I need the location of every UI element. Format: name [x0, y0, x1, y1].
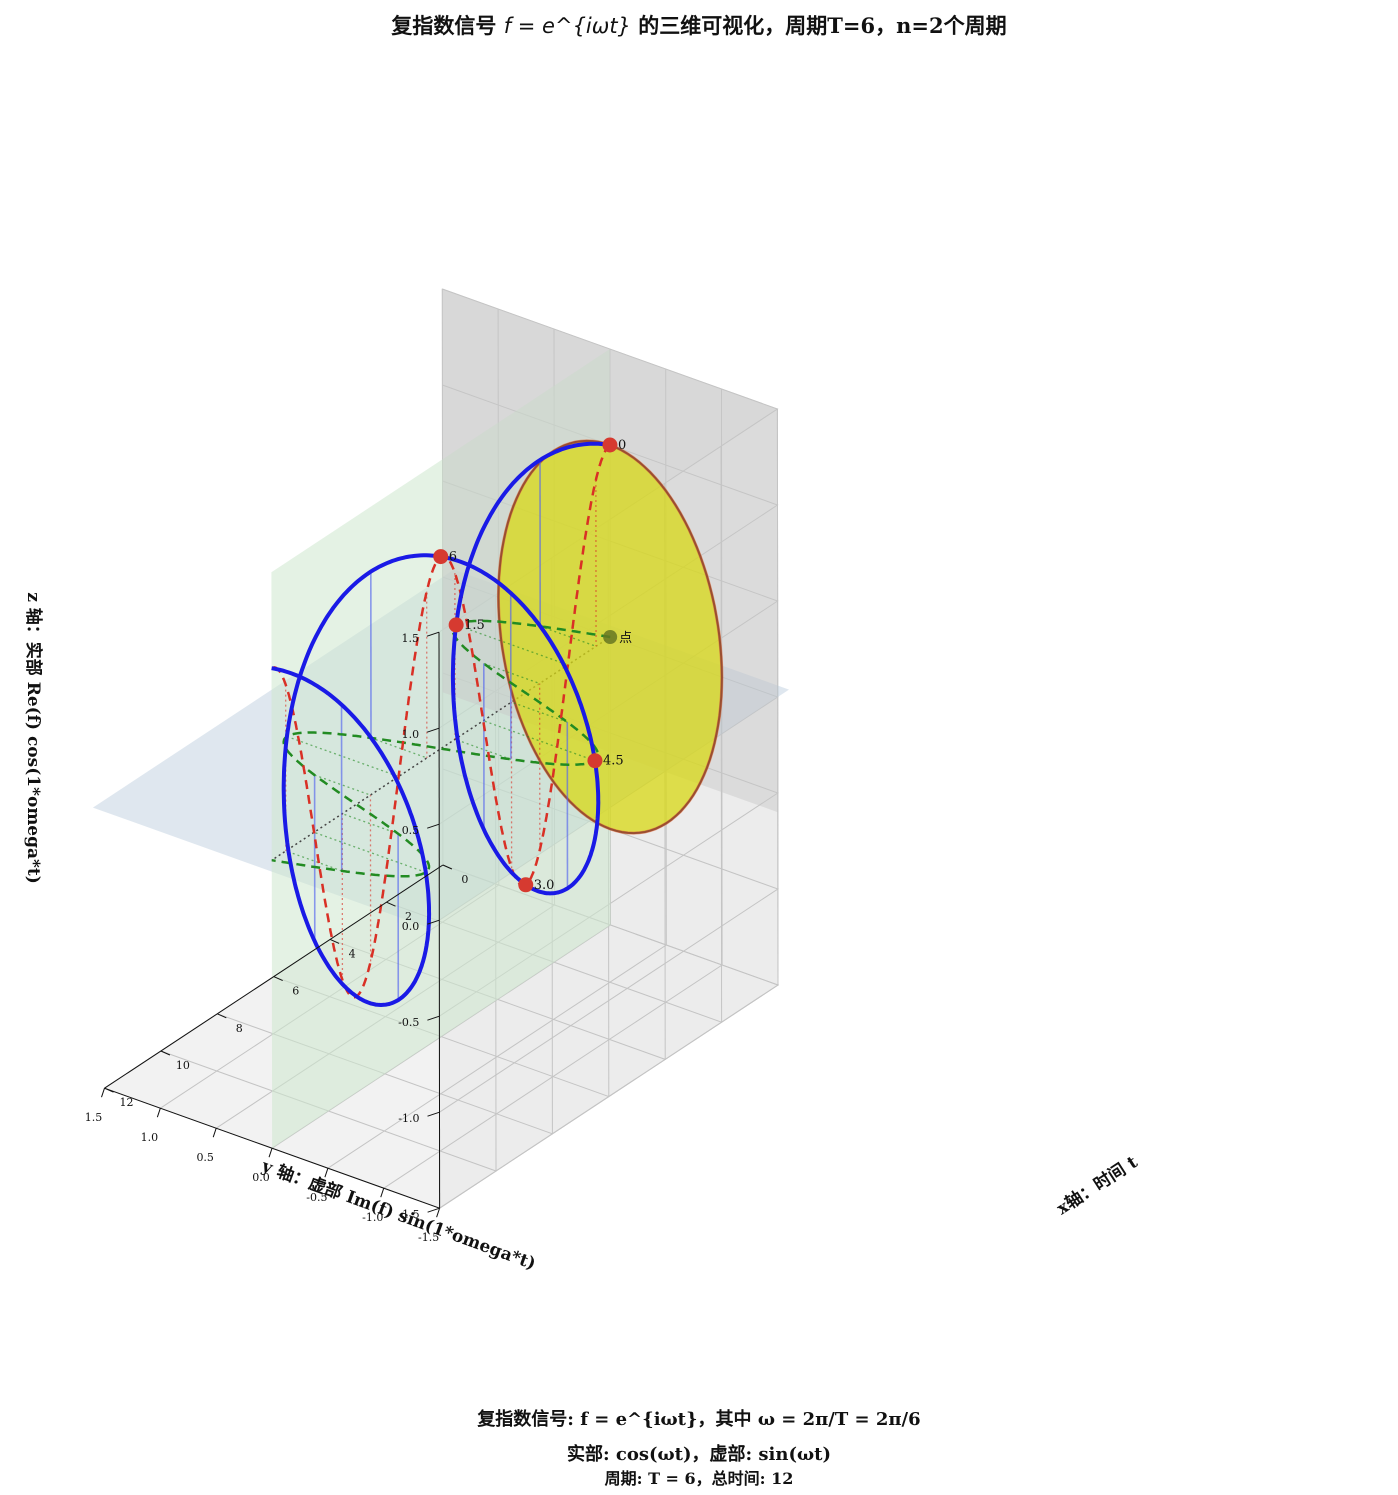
- z-tick-label: 1.5: [402, 632, 420, 645]
- x-tick: [273, 976, 283, 982]
- title-suffix: 的三维可视化，周期T=6，n=2个周期: [638, 13, 1007, 38]
- caption-period: 周期: T = 6，总时间: 12: [604, 1469, 794, 1488]
- marked-point-label: 0: [618, 438, 626, 453]
- marked-point: [433, 549, 449, 565]
- x-tick: [104, 1087, 114, 1093]
- marked-point: [602, 437, 618, 453]
- x-tick: [386, 901, 396, 907]
- z-tick-label: 0.5: [402, 824, 420, 837]
- z-tick-label: 0.0: [402, 920, 420, 933]
- z-tick-label: -0.5: [398, 1016, 419, 1029]
- x-tick-label: 2: [405, 910, 412, 923]
- z-tick: [427, 919, 440, 925]
- marked-point: [518, 877, 534, 893]
- x-tick-label: 10: [176, 1059, 190, 1072]
- z-tick: [427, 1015, 440, 1021]
- series-imag-part: [271, 619, 611, 878]
- z-tick-label: 1.0: [402, 728, 420, 741]
- title-formula: f = e^{iωt}: [503, 14, 631, 38]
- y-tick-label: -1.0: [362, 1211, 383, 1224]
- y-tick-label: -0.5: [306, 1191, 327, 1204]
- chart-title: 复指数信号 f = e^{iωt} 的三维可视化，周期T=6，n=2个周期: [0, 10, 1398, 40]
- unit-disk-rim: [496, 439, 724, 835]
- y-tick: [268, 1148, 273, 1158]
- caption-formula: 复指数信号: f = e^{iωt}，其中 ω = 2π/T = 2π/6: [477, 1409, 921, 1430]
- y-tick-label: 1.0: [141, 1131, 159, 1144]
- x-tick: [442, 864, 453, 870]
- x-tick-label: 12: [120, 1096, 134, 1109]
- x-tick-label: 4: [349, 947, 356, 960]
- y-tick: [156, 1108, 161, 1118]
- marked-point-label: 6: [449, 550, 457, 565]
- y-tick-label: 0.0: [252, 1171, 270, 1184]
- marked-point-label: 3.0: [534, 878, 555, 893]
- z-tick: [427, 1111, 440, 1117]
- y-tick-label: 1.5: [85, 1111, 103, 1124]
- title-prefix: 复指数信号: [391, 13, 497, 38]
- y-tick: [324, 1168, 329, 1178]
- z-tick: [427, 823, 440, 829]
- z-tick-label: -1.0: [398, 1112, 419, 1125]
- x-tick-label: 6: [292, 985, 299, 998]
- x-tick: [217, 1013, 227, 1019]
- z-tick: [426, 727, 440, 733]
- z-tick: [426, 631, 440, 637]
- z-tick-label: -1.5: [398, 1208, 419, 1221]
- x-tick: [160, 1050, 171, 1056]
- marked-point-label: 4.5: [603, 754, 624, 769]
- y-tick: [436, 1208, 441, 1218]
- y-tick: [380, 1188, 385, 1198]
- marked-point: [587, 753, 603, 769]
- z-axis-label: z 轴：实部 Re(f) cos(1*omega*t): [23, 592, 44, 884]
- x-tick: [329, 938, 340, 944]
- x-tick-label: 8: [236, 1022, 243, 1035]
- origin-label: 点: [619, 631, 632, 646]
- y-tick-label: 0.5: [196, 1151, 214, 1164]
- data-layer: 点 0 1.5 3.0 4.5 6: [270, 437, 724, 1008]
- caption-parts: 实部: cos(ωt)，虚部: sin(ωt): [567, 1444, 831, 1465]
- marked-point: [448, 617, 464, 633]
- x-axis-label: x轴：时间 t: [1053, 1151, 1142, 1219]
- x-tick-label: 0: [461, 873, 468, 886]
- y-tick: [212, 1128, 217, 1138]
- y-tick: [101, 1088, 105, 1098]
- marked-point-label: 1.5: [464, 618, 485, 633]
- z-tick: [427, 1207, 440, 1213]
- y-tick-label: -1.5: [418, 1231, 439, 1244]
- origin-point: [603, 630, 618, 644]
